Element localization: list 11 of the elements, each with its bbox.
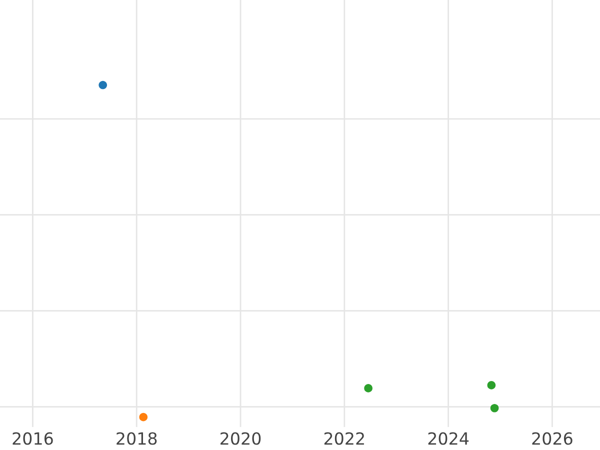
x-tick-label: 2020	[220, 432, 261, 445]
point	[139, 412, 148, 422]
x-tick-label: 2024	[428, 432, 469, 445]
x-tick-label: 2018	[116, 432, 157, 445]
x-tick-label: 2022	[324, 432, 364, 445]
point	[490, 404, 499, 412]
x-tick-label: 2016	[12, 432, 53, 445]
point	[364, 384, 372, 392]
point	[487, 381, 496, 390]
x-tick-label: 2026	[532, 432, 572, 445]
point	[98, 80, 108, 90]
